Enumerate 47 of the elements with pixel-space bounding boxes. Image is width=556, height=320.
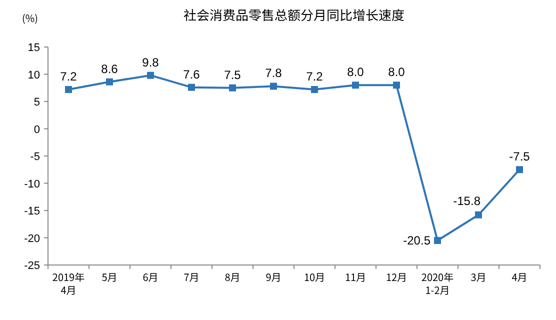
point [311, 86, 318, 94]
text: 8.6 [101, 62, 118, 76]
point [188, 84, 195, 91]
point [352, 82, 359, 89]
chart-title: 社会消费品零售总额分月同比增长速度 [183, 5, 405, 24]
y-tick-label: -20 [24, 232, 40, 245]
y-tick-label: 15 [28, 42, 40, 54]
point [229, 84, 236, 92]
y-tick-label: 10 [28, 69, 40, 82]
point [106, 78, 113, 86]
point [65, 86, 72, 94]
x-tick-label: 12月 [386, 269, 408, 284]
text: 7.2 [60, 70, 77, 84]
point [270, 82, 277, 90]
y-tick-label: -25 [24, 260, 40, 272]
text: 7.5 [224, 68, 241, 82]
y-tick-label: -10 [24, 178, 40, 190]
text: -20.5 [403, 233, 430, 248]
x-tick-label: 2019年 4月 [52, 269, 85, 297]
x-tick-label: 9月 [266, 269, 282, 284]
y-tick-label: -15 [24, 206, 40, 218]
x-tick-label: 8月 [224, 269, 240, 284]
text: 8.0 [347, 65, 364, 80]
text: 8.0 [388, 65, 405, 80]
text: 7.6 [183, 67, 200, 82]
point [434, 236, 441, 244]
x-tick-label: 6月 [142, 269, 158, 284]
y-tick-label: 5 [34, 96, 40, 108]
x-tick-label: 5月 [102, 269, 118, 284]
x-tick-label: 2020年 1-2月 [421, 269, 454, 297]
x-tick-label: 7月 [184, 269, 200, 284]
y-tick-label: -5 [30, 151, 40, 163]
point [393, 82, 400, 89]
x-tick-label: 3月 [470, 269, 486, 284]
point [147, 72, 154, 79]
text: 9.8 [142, 55, 159, 70]
x-tick-label: 11月 [344, 269, 366, 284]
x-tick-label: 4月 [512, 269, 528, 284]
text: 7.2 [306, 70, 323, 84]
x-tick-label: 10月 [304, 269, 326, 284]
y-axis-title: (%) [22, 10, 38, 25]
point [516, 166, 523, 174]
text: 7.8 [265, 66, 282, 80]
text: -15.8 [453, 194, 480, 208]
y-tick-label: 0 [34, 124, 40, 136]
point [475, 211, 482, 218]
text: -7.5 [509, 150, 530, 164]
